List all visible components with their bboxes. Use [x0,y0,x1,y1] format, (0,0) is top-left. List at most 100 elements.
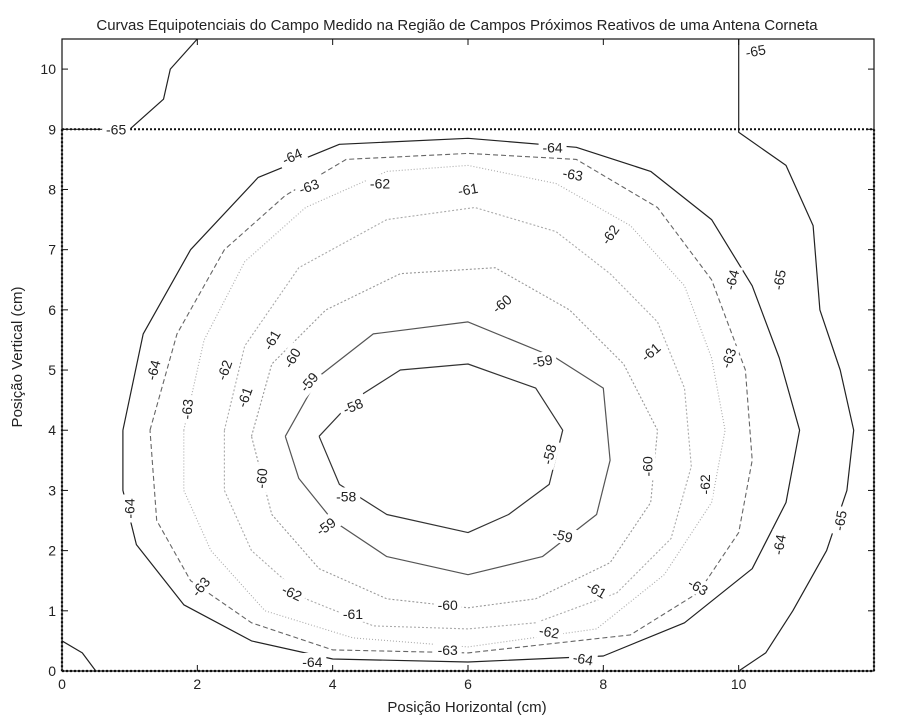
contour-label-bg [538,138,567,156]
contour-line [318,363,564,534]
contour-line [183,164,726,648]
contour-label-bg [719,263,744,296]
y-tick-label: 2 [48,543,56,559]
contour-label: -58 [341,395,366,417]
contour-label-bg [256,323,286,357]
contour-label-bg [740,39,771,62]
contour-label: -62 [370,175,390,191]
contour-labels: -58-58-58-59-59-59 -59-60-60-60-60-60-61-… [102,39,851,670]
contour-label: -65 [770,268,789,291]
contour-label-bg [332,487,361,505]
contour-label-bg [298,652,327,670]
contour-label: -61 [343,606,363,622]
y-tick-label: 9 [48,121,56,137]
y-tick-label: 4 [48,422,56,438]
y-tick-label: 0 [48,663,56,679]
contour-label-bg [211,353,237,386]
contour-label-bg [338,604,367,622]
contour-label: -61 [234,385,256,410]
contour-label-bg [695,470,713,499]
contour-label-bg [681,571,715,601]
axis-ticks: 0 2 4 6 8 10 0 1 2 3 4 5 6 7 8 9 10 [40,39,874,692]
contour-line [250,267,659,609]
contour-label-bg [293,365,325,398]
contour-label-bg [141,354,165,386]
contour-label-bg [594,217,625,251]
contour-label-bg [120,494,138,523]
contour-label: -64 [722,268,743,292]
contour-label-bg [433,640,462,658]
contour-label-bg [102,120,131,138]
contour-label-bg [336,392,369,419]
y-tick-label: 5 [48,362,56,378]
contour-label-bg [567,647,599,670]
contour-line [122,137,801,663]
contour-label: -64 [280,145,305,168]
x-tick-label: 8 [599,676,607,692]
contour-label-bg [527,349,558,372]
y-tick-label: 1 [48,603,56,619]
contour-line [284,321,611,576]
contour-label-bg [828,505,851,536]
y-tick-label: 3 [48,482,56,498]
contour-label-bg [251,463,271,494]
x-tick-label: 4 [329,676,337,692]
contour-label: -65 [106,121,126,137]
contour-label: -64 [542,139,562,155]
contour-label: -58 [336,488,356,504]
contour-line [223,206,692,630]
contour-label: -64 [770,533,789,556]
contour-label-bg [536,438,561,470]
contour-line [738,39,855,671]
y-tick-label: 6 [48,302,56,318]
contour-label: -63 [438,642,458,658]
contour-label-bg [433,595,462,613]
x-tick-label: 10 [731,676,747,692]
contour-label-bg [534,620,565,643]
contour-label-bg [231,380,258,414]
contour-label: -64 [572,649,595,668]
contour-label-bg [292,173,325,199]
contour-label-bg [547,523,579,547]
contour-label-bg [184,570,216,603]
x-axis-label: Posição Horizontal (cm) [387,699,546,716]
contour-line [62,640,97,671]
contour-label-bg [715,341,741,374]
contour-label-bg [557,163,589,185]
contour-label: -65 [831,509,850,532]
y-tick-label: 7 [48,242,56,258]
contour-label: -59 [531,351,554,370]
contour-label: -60 [639,456,655,476]
contour-label: -62 [213,358,235,383]
contour-label: -62 [697,474,713,494]
contour-label: -62 [538,622,561,641]
contour-label-bg [767,264,790,295]
contour-label: -64 [143,358,164,382]
contour-label-bg [638,452,656,481]
plot-frame [61,38,875,672]
contour-label: -65 [744,41,767,60]
x-tick-label: 6 [464,676,472,692]
contour-label: -62 [280,581,305,604]
y-tick-label: 10 [40,61,56,77]
contour-label: -64 [122,498,138,518]
contour-label-bg [176,394,197,424]
contour-label: -63 [297,175,322,197]
contour-label-bg [452,178,484,200]
contour-label-bg [634,336,667,368]
contour-label-bg [485,287,518,319]
contour-label-bg [580,574,614,604]
contour-line [62,39,198,130]
chart-title: Curvas Equipotenciais do Campo Medido na… [96,17,818,34]
contour-lines [62,39,855,671]
contour-label: -63 [718,346,740,371]
contour-label-bg [275,578,309,606]
x-tick-label: 0 [58,676,66,692]
contour-label: -63 [178,398,196,420]
contour-label: -63 [562,165,585,184]
contour-label: -61 [457,180,480,199]
contour-label-bg [366,174,395,192]
y-tick-label: 8 [48,181,56,197]
contour-label-bg [275,142,309,170]
